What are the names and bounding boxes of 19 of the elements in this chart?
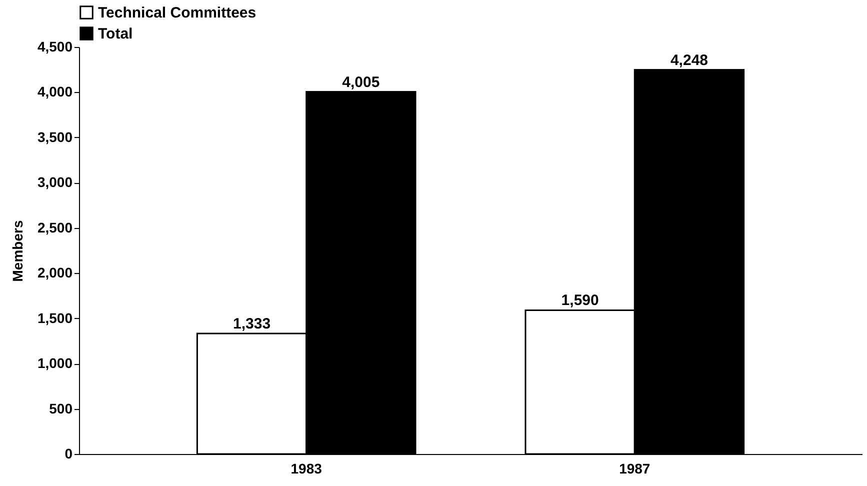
data-label: 4,248 <box>670 52 708 69</box>
x-tick-label: 1987 <box>619 460 650 476</box>
y-tick-label: 1,000 <box>37 355 73 372</box>
x-tick-label: 1983 <box>290 460 322 476</box>
y-tick-label: 2,500 <box>37 219 73 236</box>
y-tick-label: 0 <box>64 446 73 462</box>
y-tick-label: 4,000 <box>37 84 73 100</box>
y-tick-label: 3,000 <box>37 174 73 190</box>
legend-label: Total <box>98 26 133 42</box>
y-tick-label: 4,500 <box>37 38 73 54</box>
data-label: 4,005 <box>342 74 380 91</box>
y-axis-title: Members <box>9 220 26 282</box>
y-tick-label: 500 <box>49 400 73 416</box>
data-label: 1,590 <box>561 292 599 310</box>
y-tick-label: 3,500 <box>37 128 73 145</box>
legend-label: Technical Committees <box>98 4 256 22</box>
data-label: 1,333 <box>232 315 271 332</box>
y-tick-label: 1,500 <box>37 310 73 326</box>
y-tick-label: 2,000 <box>37 264 73 281</box>
